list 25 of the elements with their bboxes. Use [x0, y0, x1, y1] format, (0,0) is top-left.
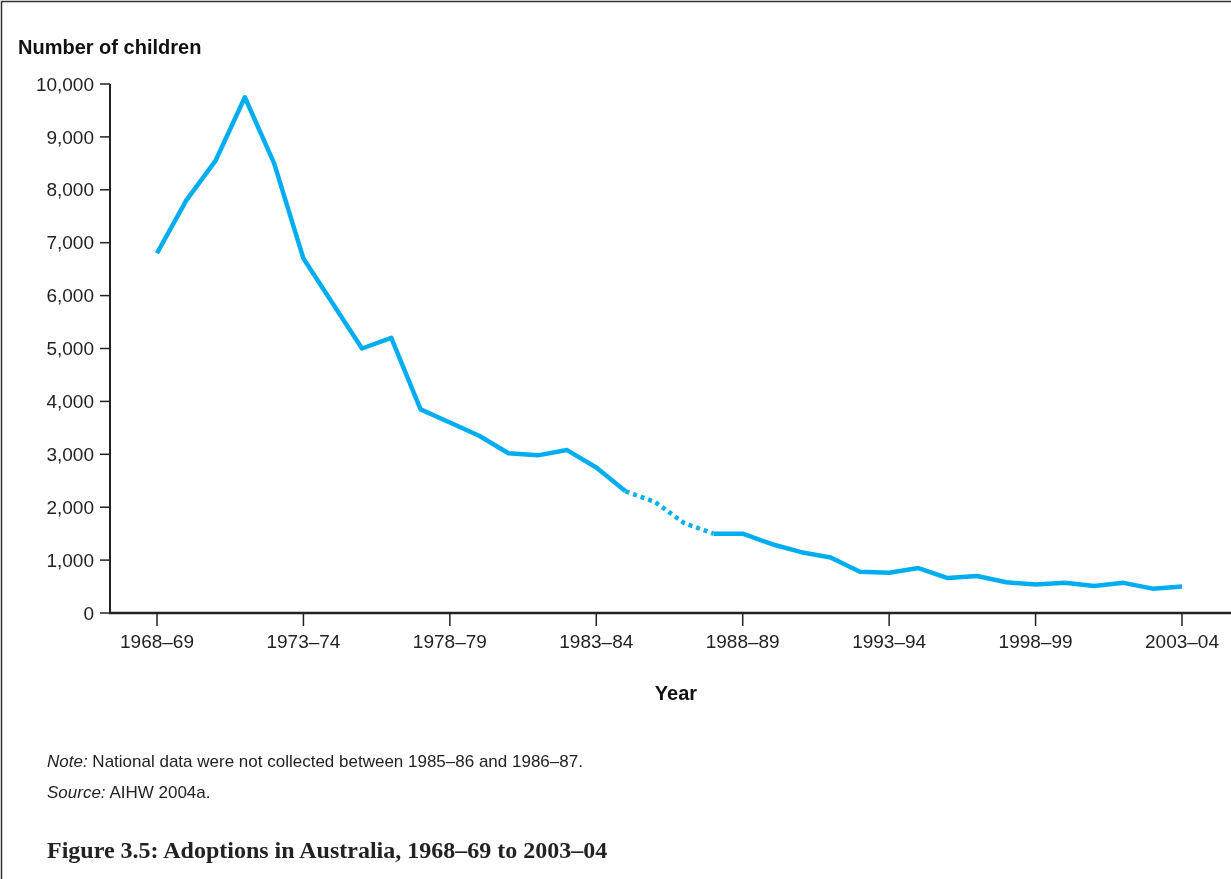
- y-tick-label: 7,000: [46, 232, 94, 254]
- y-tick-label: 4,000: [46, 391, 94, 413]
- y-tick-label: 2,000: [46, 496, 94, 518]
- x-tick-label: 1978–79: [412, 631, 487, 652]
- x-tick-label: 1988–89: [705, 631, 780, 652]
- y-tick-label: 3,000: [46, 443, 94, 465]
- x-tick-label: 1983–84: [559, 631, 634, 652]
- source-note: Source: AIHW 2004a.: [47, 783, 211, 802]
- y-tick-label: 8,000: [46, 179, 94, 201]
- y-tick-label: 1,000: [46, 549, 94, 571]
- x-tick-label: 1998–99: [998, 631, 1073, 652]
- line-series: [623, 489, 716, 536]
- y-tick-label: 0: [83, 602, 94, 624]
- x-tick-label: 1993–94: [852, 631, 927, 652]
- y-tick-label: 6,000: [46, 285, 94, 307]
- text: Note: National data were not collected between 1985–86 and 1986–87.: [47, 752, 583, 771]
- x-axis-title: Year: [654, 682, 698, 704]
- text: Figure 3.5: Adoptions in Australia, 1968–69 to 2003–04: [47, 837, 608, 863]
- x-tick-label: 1973–74: [266, 631, 341, 652]
- y-tick-label: 10,000: [35, 73, 94, 95]
- x-tick-label: 1968–69: [120, 631, 194, 652]
- y-tick-label: 9,000: [46, 126, 94, 148]
- y-tick-label: 5,000: [46, 338, 94, 360]
- y-axis-title: Number of children: [18, 36, 202, 58]
- x-tick-label: 2003–04: [1145, 631, 1220, 652]
